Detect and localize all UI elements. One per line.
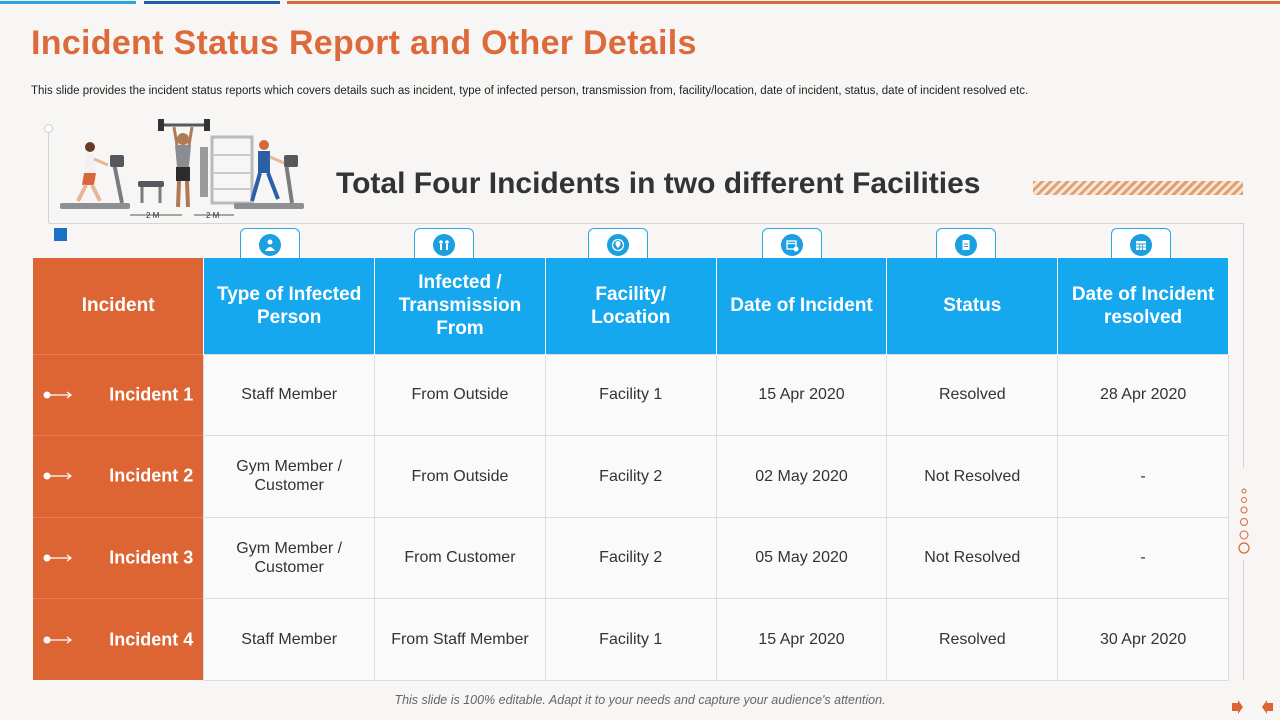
row-header: Incident 1 bbox=[33, 353, 204, 436]
frame-line-right bbox=[1243, 223, 1244, 468]
row-header: Incident 3 bbox=[33, 516, 204, 599]
cell: 28 Apr 2020 bbox=[1057, 353, 1229, 436]
table-header-row: Incident Type of Infected Person Infecte… bbox=[33, 258, 1229, 354]
arrow-icon bbox=[43, 472, 72, 480]
row-header: Incident 2 bbox=[33, 435, 204, 517]
cell: Staff Member bbox=[203, 598, 376, 681]
table-row: Incident 2 Gym Member / Customer From Ou… bbox=[33, 435, 1229, 518]
cell: - bbox=[1057, 435, 1229, 518]
calendar-add-icon bbox=[781, 233, 803, 256]
row-label: Incident 4 bbox=[109, 629, 194, 649]
arrow-icon bbox=[43, 391, 72, 399]
people-transfer-icon bbox=[433, 233, 455, 256]
cell: - bbox=[1057, 516, 1229, 599]
corner-glyph-right bbox=[1262, 700, 1273, 714]
calendar-grid-icon bbox=[1130, 233, 1152, 256]
cell: From Outside bbox=[374, 353, 546, 436]
icon-tab-date bbox=[762, 228, 822, 260]
cell: Not Resolved bbox=[886, 435, 1059, 518]
medical-staff-icon bbox=[259, 233, 281, 256]
top-accent-bars bbox=[0, 0, 1280, 6]
arrow-icon bbox=[43, 554, 72, 562]
cell: Facility 2 bbox=[544, 516, 717, 599]
clipboard-icon bbox=[955, 233, 977, 256]
header-type: Type of Infected Person bbox=[203, 258, 376, 354]
headline: Total Four Incidents in two different Fa… bbox=[336, 167, 981, 200]
icon-tab-type bbox=[240, 228, 300, 260]
cell: From Customer bbox=[374, 516, 546, 599]
accent-bar-orange bbox=[287, 1, 1280, 4]
footer-note: This slide is 100% editable. Adapt it to… bbox=[394, 693, 886, 707]
icon-tab-resolved bbox=[1111, 228, 1171, 260]
cell: From Outside bbox=[374, 435, 546, 518]
cell: Gym Member / Customer bbox=[203, 435, 376, 518]
header-incident: Incident bbox=[33, 258, 205, 354]
icon-tab-transmission bbox=[414, 228, 474, 260]
frame-line-top bbox=[49, 223, 1244, 224]
header-date: Date of Incident bbox=[716, 258, 888, 354]
cell: 30 Apr 2020 bbox=[1057, 598, 1229, 681]
location-globe-icon bbox=[607, 233, 629, 256]
cell: Facility 1 bbox=[544, 598, 717, 681]
frame-line-right-lower bbox=[1243, 560, 1244, 680]
table-row: Incident 4 Staff Member From Staff Membe… bbox=[33, 598, 1229, 681]
gap-label-2: 2 M bbox=[206, 211, 220, 220]
accent-bar-light-blue bbox=[0, 1, 136, 4]
header-status: Status bbox=[886, 258, 1059, 354]
row-label: Incident 2 bbox=[109, 465, 194, 486]
row-label: Incident 3 bbox=[109, 547, 194, 568]
table-row: Incident 3 Gym Member / Customer From Cu… bbox=[33, 516, 1229, 599]
cell: 15 Apr 2020 bbox=[715, 598, 888, 681]
slide-title: Incident Status Report and Other Details bbox=[31, 24, 697, 62]
cell: 02 May 2020 bbox=[715, 435, 888, 518]
header-transmission: Infected / Transmission From bbox=[374, 258, 546, 354]
cell: 05 May 2020 bbox=[715, 516, 888, 599]
cell: Gym Member / Customer bbox=[203, 516, 376, 599]
cell: Resolved bbox=[886, 353, 1059, 436]
cell: Not Resolved bbox=[886, 516, 1059, 599]
header-facility: Facility/ Location bbox=[545, 258, 717, 354]
incident-table: Incident Type of Infected Person Infecte… bbox=[33, 258, 1229, 681]
header-resolved: Date of Incident resolved bbox=[1057, 258, 1229, 354]
frame-dot bbox=[44, 124, 53, 133]
cell: Facility 1 bbox=[544, 353, 717, 436]
cell: Resolved bbox=[886, 598, 1059, 681]
side-dots-decoration bbox=[1238, 488, 1250, 554]
cell: 15 Apr 2020 bbox=[715, 353, 888, 436]
row-header: Incident 4 bbox=[33, 598, 204, 680]
gym-illustration: 2 M 2 M bbox=[60, 119, 304, 220]
blue-square-marker bbox=[54, 228, 67, 241]
corner-glyph-left bbox=[1232, 700, 1243, 714]
icon-tab-facility bbox=[588, 228, 648, 260]
frame-line-left bbox=[48, 128, 49, 223]
icon-tab-status bbox=[936, 228, 996, 260]
accent-bar-dark-blue bbox=[144, 1, 280, 4]
arrow-icon bbox=[43, 636, 72, 643]
slide-subtitle: This slide provides the incident status … bbox=[31, 85, 1029, 97]
hatch-decoration bbox=[1033, 181, 1243, 195]
cell: Staff Member bbox=[203, 353, 376, 436]
row-label: Incident 1 bbox=[109, 384, 194, 405]
gap-label-1: 2 M bbox=[146, 211, 160, 220]
cell: From Staff Member bbox=[374, 598, 546, 681]
table-row: Incident 1 Staff Member From Outside Fac… bbox=[33, 353, 1229, 436]
cell: Facility 2 bbox=[544, 435, 717, 518]
